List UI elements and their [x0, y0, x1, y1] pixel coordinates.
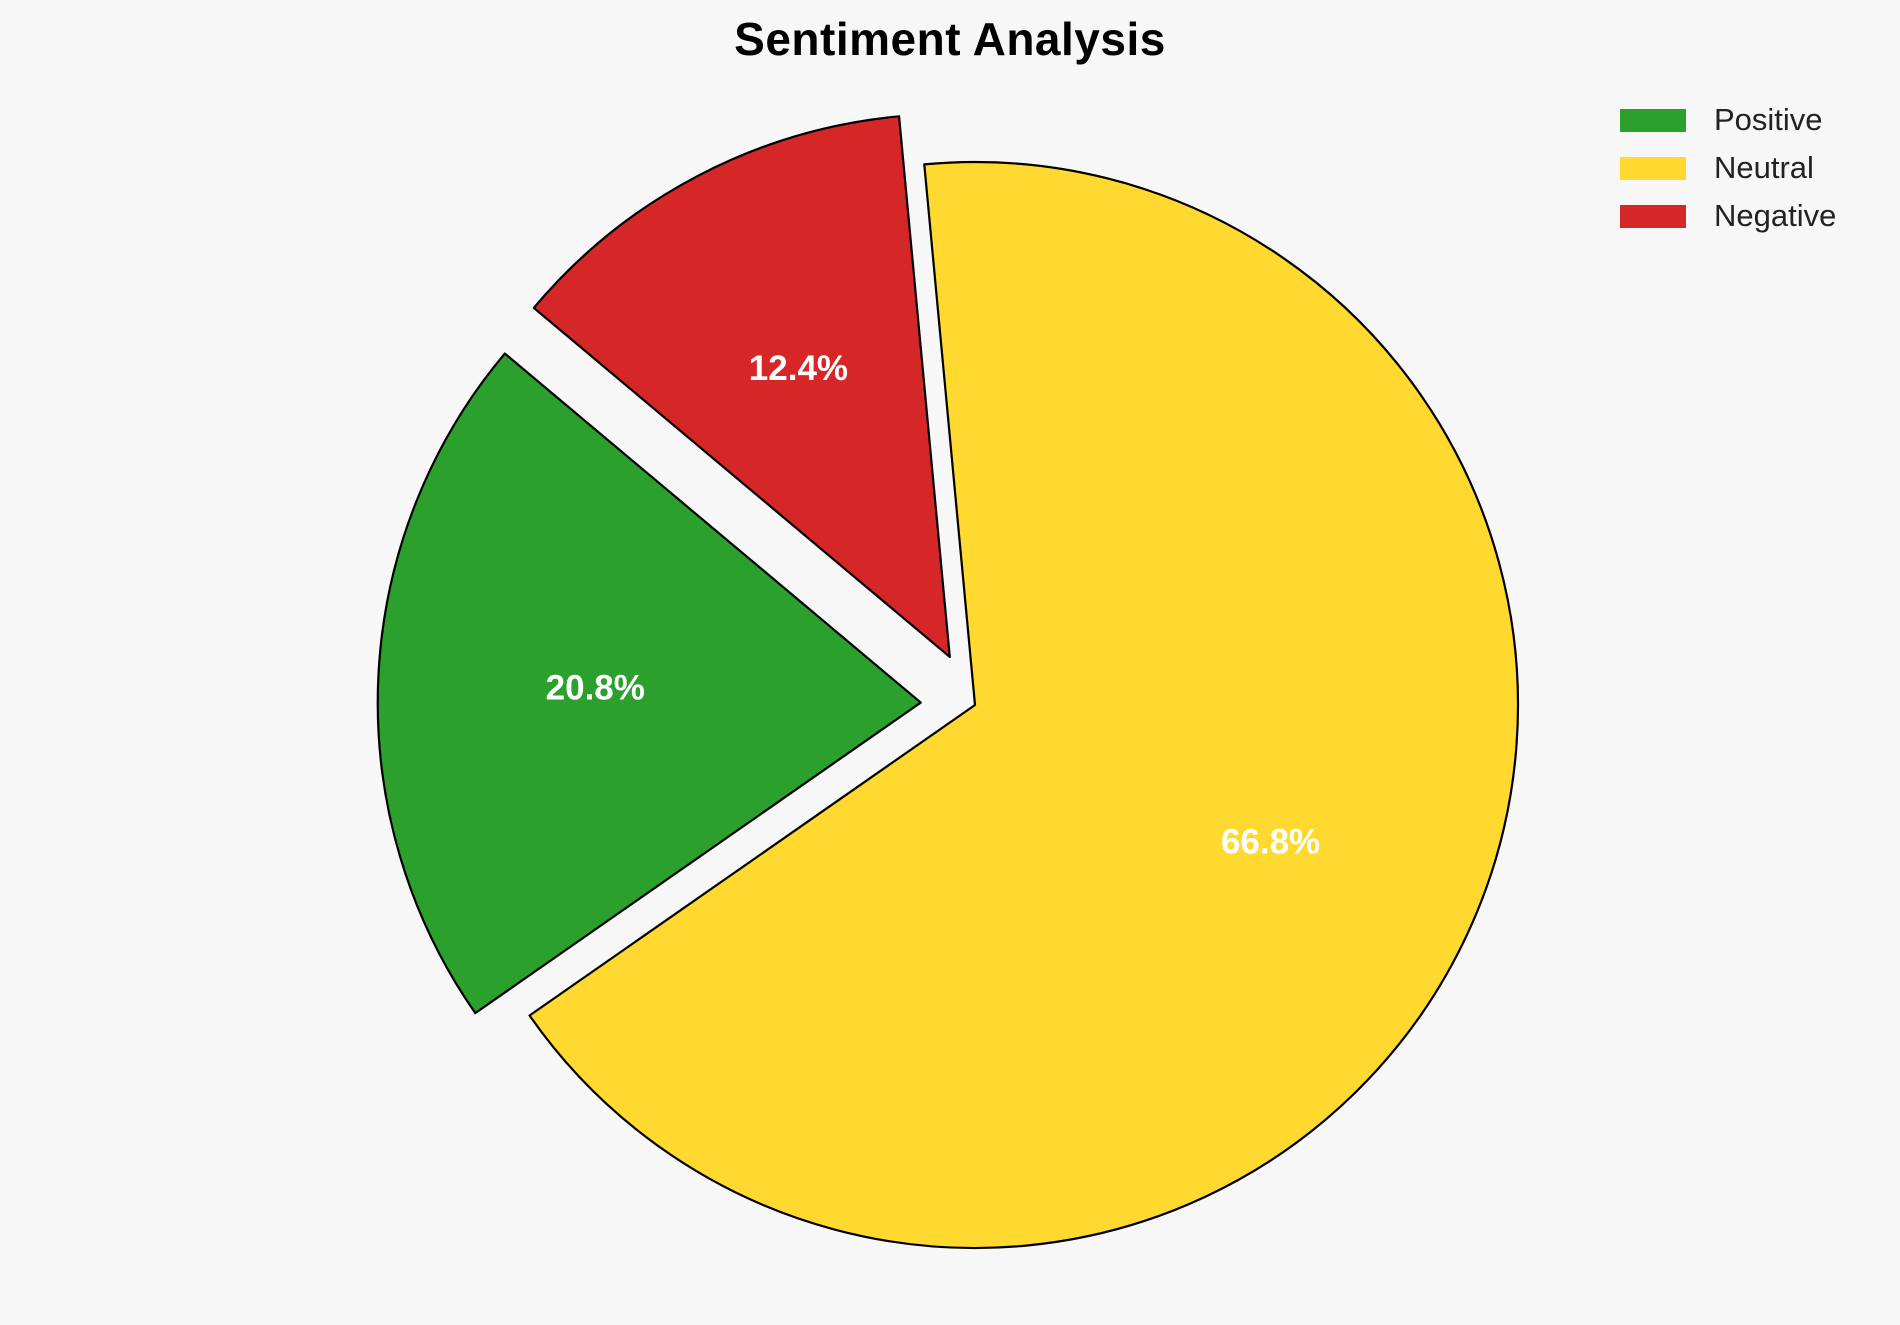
chart-title: Sentiment Analysis	[734, 13, 1166, 65]
legend-item-negative: Negative	[1620, 192, 1880, 240]
pie-slice-negative	[532, 115, 951, 659]
pie-label-negative: 12.4%	[749, 349, 848, 388]
legend-label-positive: Positive	[1714, 102, 1823, 137]
legend-label-neutral: Neutral	[1714, 150, 1814, 185]
pie-slice-neutral	[528, 160, 1520, 1250]
legend-swatch-positive	[1620, 108, 1686, 132]
pie-label-positive: 20.8%	[546, 669, 645, 708]
legend-swatch-neutral	[1620, 156, 1686, 180]
legend-item-neutral: Neutral	[1620, 144, 1880, 192]
pie-slice-positive	[376, 352, 922, 1015]
pie-label-neutral: 66.8%	[1221, 823, 1320, 862]
pie-slices	[376, 115, 1520, 1250]
legend-item-positive: Positive	[1620, 96, 1880, 144]
legend: Positive Neutral Negative	[1620, 96, 1880, 240]
pie-slice-labels: 20.8% 66.8% 12.4%	[546, 349, 1321, 862]
legend-label-negative: Negative	[1714, 198, 1837, 233]
legend-swatch-negative	[1620, 204, 1686, 228]
